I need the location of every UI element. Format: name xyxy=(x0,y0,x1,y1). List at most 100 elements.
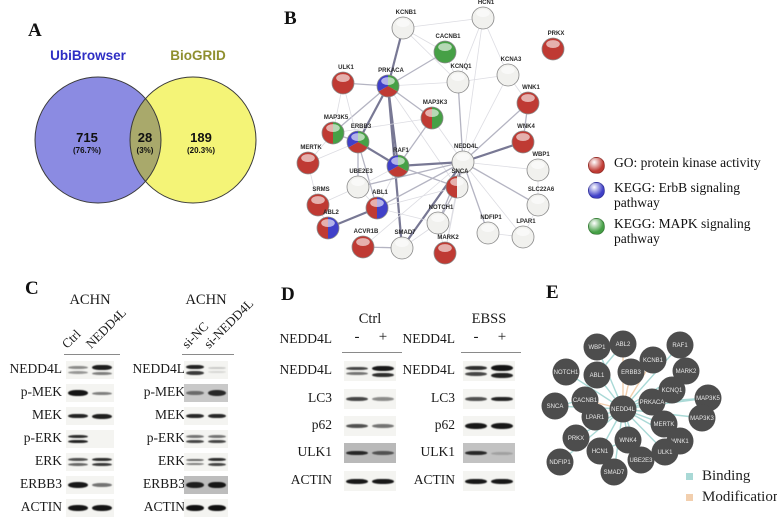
node-label: SMAD7 xyxy=(394,230,416,236)
protein-band xyxy=(185,439,205,444)
blot-rule xyxy=(182,354,234,355)
lane-sign: + xyxy=(497,329,507,345)
blot-lane-1 xyxy=(463,361,489,381)
network-node-kcnq1: KCNQ1 xyxy=(446,64,472,94)
blot-strip-nedd4l xyxy=(66,361,114,379)
protein-band xyxy=(185,434,205,438)
network-node-erbb3: ERBB3 xyxy=(346,124,372,154)
protein-band xyxy=(67,439,89,444)
blot-row-label-p-mek: p-MEK xyxy=(143,384,185,399)
node-label: ERBB3 xyxy=(621,370,641,376)
protein-band xyxy=(207,439,227,444)
blot-lane-1 xyxy=(184,476,206,494)
protein-band xyxy=(464,423,488,429)
blot-lane-2 xyxy=(370,471,396,491)
blot-lane-1 xyxy=(184,453,206,471)
red-node-icon xyxy=(588,157,605,174)
node-label: ABL2 xyxy=(616,342,631,348)
protein-band xyxy=(371,451,395,455)
node-label: CACNB1 xyxy=(435,34,461,40)
protein-band xyxy=(371,365,395,371)
protein-band xyxy=(67,505,89,511)
blot-lane-2 xyxy=(206,430,228,448)
network-node-prkaca: PRKACA xyxy=(638,388,666,416)
blot-row-label-actin: ACTIN xyxy=(290,472,332,487)
blot-lane-1 xyxy=(66,384,90,402)
blot-strip-erbb3 xyxy=(66,476,114,494)
protein-band xyxy=(67,458,89,462)
network-node-srms: SRMS xyxy=(306,187,330,217)
node-label: SNCA xyxy=(547,404,564,410)
protein-band xyxy=(67,463,89,466)
construct-label: NEDD4L xyxy=(279,331,333,346)
node-label: WNK1 xyxy=(671,439,689,445)
modification-color-swatch xyxy=(686,494,693,501)
node-label: RAF1 xyxy=(393,148,409,154)
network-node-snca: SNCA xyxy=(541,392,569,420)
protein-band xyxy=(464,451,488,455)
network-node-ube2e3: UBE2E3 xyxy=(627,446,655,474)
blot-row-label-actin: ACTIN xyxy=(20,499,62,514)
blot-row-label-lc3: LC3 xyxy=(430,390,455,405)
blot-row-label-p-erk: p-ERK xyxy=(146,430,185,445)
node-label: NEDD4L xyxy=(611,407,635,413)
protein-band xyxy=(490,478,514,484)
network-node-cacnb1: CACNB1 xyxy=(433,34,461,64)
node-label: MARK2 xyxy=(676,369,697,375)
node-label: LPAR1 xyxy=(586,415,605,421)
node-label: WNK1 xyxy=(522,85,540,91)
node-label: ABL1 xyxy=(372,190,388,196)
node-label: NDFIP1 xyxy=(480,215,502,221)
protein-band xyxy=(371,397,395,401)
network-node-abl2: ABL2 xyxy=(316,210,339,240)
node-label: MERTK xyxy=(654,422,675,428)
blot-row-label-mek: MEK xyxy=(155,407,185,422)
node-label: RAF1 xyxy=(672,343,688,349)
node-label: CACNB1 xyxy=(573,398,598,404)
network-node-abl2: ABL2 xyxy=(609,330,637,358)
blot-lane-1 xyxy=(66,476,90,494)
blot-lane-2 xyxy=(90,361,114,379)
blot-lane-1 xyxy=(66,453,90,471)
protein-band xyxy=(185,371,205,376)
blot-row-label-p62: p62 xyxy=(311,417,332,432)
protein-band xyxy=(207,413,227,419)
network-node-smad7: SMAD7 xyxy=(390,230,416,260)
blot-lane-2 xyxy=(90,384,114,402)
network-node-ulk1: ULK1 xyxy=(651,438,679,466)
string-network: KCNB1 HCN1 CACNB1 PRKX KCNA3 PRKACA KCNQ1 WNK1 U… xyxy=(296,0,565,265)
blot-lane-2 xyxy=(489,361,515,381)
blot-rule xyxy=(64,354,120,355)
network-node-kcnq1: KCNQ1 xyxy=(658,376,686,404)
network-node-mark2: MARK2 xyxy=(672,357,700,385)
node-label: PRKACA xyxy=(640,400,665,406)
legend-line: KEGG: ErbB signaling xyxy=(614,180,740,195)
venn-right-pct: (20.3%) xyxy=(187,146,215,155)
blot-lane-2 xyxy=(90,499,114,517)
network-node-wbp1: WBP1 xyxy=(526,152,550,182)
node-label: SLC22A6 xyxy=(528,187,555,193)
node-label: NOTCH1 xyxy=(554,370,579,376)
blot-strip-ulk1 xyxy=(463,443,515,463)
blot-lane-2 xyxy=(206,384,228,402)
panel-b-label: B xyxy=(284,8,297,29)
network-node-mertk: MERTK xyxy=(296,145,322,175)
blot-strip-p-mek xyxy=(66,384,114,402)
venn-diagram: UbiBrowser BioGRID 715 (76.7%) 28 (3%) 1… xyxy=(34,48,257,204)
network-node-lpar1: LPAR1 xyxy=(511,219,536,249)
protein-band xyxy=(185,505,205,511)
blot-strip-nedd4l xyxy=(184,361,228,379)
blot-strip-ulk1 xyxy=(344,443,396,463)
blot-lane-1 xyxy=(463,416,489,436)
blot-row-label-erk: ERK xyxy=(35,453,62,468)
lane-label-ctrl: Ctrl xyxy=(58,326,84,352)
blot-strip-actin xyxy=(344,471,396,491)
node-label: MAP3K5 xyxy=(324,115,349,121)
node-label: MAP3K5 xyxy=(696,396,720,402)
blot-row-label-lc3: LC3 xyxy=(307,390,332,405)
blot-strip-nedd4l xyxy=(344,361,396,381)
protein-band xyxy=(185,458,205,462)
protein-band xyxy=(185,391,205,395)
network-node-hcn1: HCN1 xyxy=(471,0,495,30)
